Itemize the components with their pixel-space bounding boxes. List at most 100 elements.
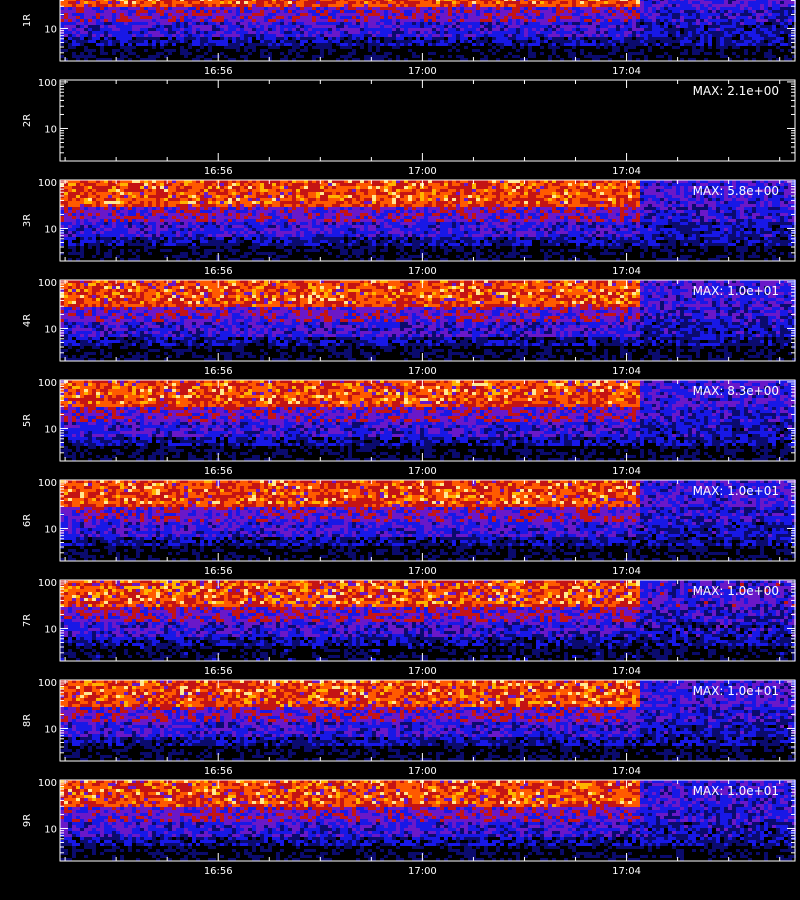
heatmap-cell [604, 31, 608, 34]
heatmap-cell [728, 28, 732, 31]
heatmap-cell [104, 4, 108, 7]
heatmap-cell [412, 55, 416, 58]
heatmap-cell [188, 7, 192, 10]
heatmap-cell [212, 186, 216, 189]
heatmap-cell [504, 22, 508, 25]
heatmap-cell [128, 28, 132, 31]
heatmap-cell [140, 43, 144, 46]
heatmap-cell [588, 183, 592, 186]
heatmap-cell [328, 0, 332, 1]
heatmap-cell [364, 28, 368, 31]
heatmap-cell [724, 28, 728, 31]
heatmap-cell [76, 40, 80, 43]
heatmap-cell [548, 19, 552, 22]
heatmap-cell [64, 4, 68, 7]
heatmap-cell [232, 43, 236, 46]
heatmap-cell [460, 0, 464, 1]
heatmap-cell [724, 16, 728, 19]
heatmap-cell [580, 183, 584, 186]
heatmap-cell [188, 28, 192, 31]
heatmap-cell [240, 16, 244, 19]
heatmap-cell [432, 22, 436, 25]
heatmap-cell [328, 186, 332, 189]
heatmap-cell [240, 34, 244, 37]
heatmap-cell [208, 183, 212, 186]
heatmap-cell [400, 4, 404, 7]
heatmap-cell [252, 28, 256, 31]
heatmap-cell [364, 10, 368, 13]
heatmap-cell [312, 19, 316, 22]
heatmap-cell [84, 34, 88, 37]
heatmap-cell [444, 43, 448, 46]
heatmap-cell [592, 1, 596, 4]
heatmap-cell [144, 28, 148, 31]
heatmap-cell [412, 40, 416, 43]
heatmap-cell [752, 4, 756, 7]
heatmap-cell [472, 37, 476, 40]
heatmap-cell [440, 4, 444, 7]
heatmap-cell [608, 22, 612, 25]
heatmap-cell [460, 183, 464, 186]
heatmap-cell [528, 0, 532, 1]
heatmap-cell [376, 1, 380, 4]
heatmap-cell [60, 16, 64, 19]
heatmap-cell [452, 22, 456, 25]
heatmap-cell [624, 1, 628, 4]
heatmap-cell [148, 186, 152, 189]
heatmap-cell [684, 4, 688, 7]
heatmap-cell [564, 40, 568, 43]
heatmap-cell [472, 13, 476, 16]
heatmap-cell [192, 7, 196, 10]
heatmap-cell [160, 43, 164, 46]
heatmap-cell [388, 7, 392, 10]
heatmap-cell [572, 34, 576, 37]
heatmap-cell [532, 4, 536, 7]
heatmap-cell [524, 1, 528, 4]
heatmap-cell [776, 31, 780, 34]
heatmap-cell [272, 183, 276, 186]
heatmap-cell [472, 28, 476, 31]
heatmap-cell [664, 186, 668, 189]
heatmap-cell [420, 43, 424, 46]
heatmap-cell [484, 40, 488, 43]
heatmap-cell [244, 55, 248, 58]
heatmap-cell [592, 43, 596, 46]
heatmap-cell [572, 25, 576, 28]
heatmap-cell [128, 52, 132, 55]
heatmap-cell [376, 25, 380, 28]
heatmap-cell [220, 52, 224, 55]
heatmap-cell [440, 10, 444, 13]
heatmap-cell [300, 43, 304, 46]
heatmap-cell [120, 25, 124, 28]
heatmap-cell [204, 19, 208, 22]
heatmap-cell [344, 31, 348, 34]
heatmap-cell [600, 43, 604, 46]
heatmap-cell [508, 43, 512, 46]
heatmap-cell [212, 34, 216, 37]
heatmap-cell [720, 7, 724, 10]
heatmap-cell [180, 7, 184, 10]
heatmap-cell [428, 7, 432, 10]
heatmap-cell [100, 49, 104, 52]
heatmap-cell [284, 10, 288, 13]
heatmap-cell [464, 13, 468, 16]
heatmap-cell [164, 34, 168, 37]
heatmap-cell [384, 31, 388, 34]
heatmap-cell [164, 49, 168, 52]
heatmap-cell [316, 183, 320, 186]
heatmap-cell [748, 22, 752, 25]
heatmap-cell [128, 43, 132, 46]
heatmap-cell [292, 186, 296, 189]
heatmap-cell [424, 37, 428, 40]
heatmap-cell [428, 13, 432, 16]
heatmap-cell [336, 1, 340, 4]
heatmap-cell [668, 16, 672, 19]
heatmap-cell [620, 10, 624, 13]
heatmap-cell [604, 28, 608, 31]
heatmap-cell [116, 0, 120, 1]
heatmap-cell [236, 49, 240, 52]
heatmap-cell [440, 28, 444, 31]
heatmap-cell [552, 31, 556, 34]
heatmap-cell [652, 1, 656, 4]
heatmap-cell [656, 22, 660, 25]
